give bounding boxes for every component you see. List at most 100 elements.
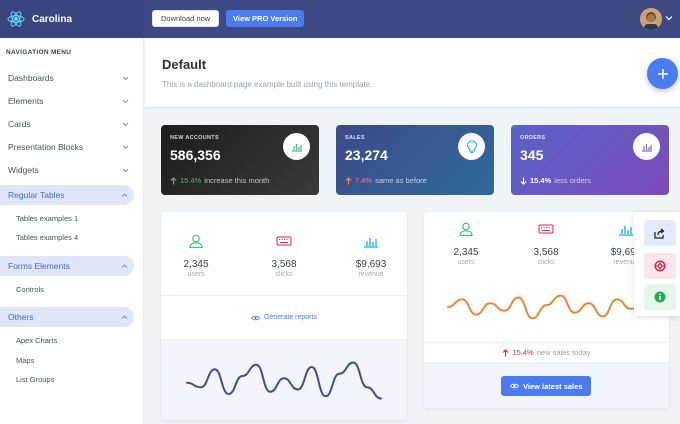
view-latest-sales-button[interactable]: View latest sales bbox=[501, 376, 592, 396]
info-icon bbox=[654, 291, 666, 303]
stat-footer: 7.4% same as before bbox=[345, 176, 427, 185]
metric-users: 2,345 users bbox=[436, 222, 496, 266]
sidebar-subitem-tables-4[interactable]: Tables examples 4 bbox=[16, 233, 79, 242]
metric-value: 2,345 bbox=[453, 247, 479, 258]
bar-chart-icon bbox=[364, 238, 378, 248]
stat-delta-text: increase this month bbox=[204, 176, 270, 185]
sidebar-subitem-tables-1[interactable]: Tables examples 1 bbox=[16, 214, 79, 223]
eye-icon bbox=[510, 383, 519, 389]
sidebar-item-label: Cards bbox=[8, 119, 31, 129]
metric-revenue: $9,693 revenue bbox=[341, 234, 401, 278]
keyboard-icon bbox=[538, 224, 554, 234]
sidebar-item-cards[interactable]: Cards bbox=[0, 114, 144, 134]
sidebar-subitem-maps[interactable]: Maps bbox=[16, 356, 35, 365]
sidebar-item-elements[interactable]: Elements bbox=[0, 91, 144, 111]
sidebar-item-widgets[interactable]: Widgets bbox=[0, 160, 144, 180]
metric-caption: users bbox=[187, 271, 205, 278]
user-avatar[interactable] bbox=[640, 8, 662, 30]
sparkline-area bbox=[161, 339, 407, 420]
metric-value: 3,568 bbox=[271, 259, 297, 270]
stat-footer: 15.4% less orders bbox=[520, 176, 591, 185]
floating-action-panel bbox=[634, 212, 680, 316]
stat-value: 23,274 bbox=[345, 147, 388, 163]
add-button[interactable] bbox=[647, 58, 678, 89]
sidebar-item-label: Widgets bbox=[8, 165, 39, 175]
support-button[interactable] bbox=[644, 253, 676, 279]
view-latest-sales-label: View latest sales bbox=[523, 381, 583, 391]
chevron-up-icon bbox=[121, 315, 128, 319]
share-button[interactable] bbox=[644, 220, 676, 246]
share-icon bbox=[654, 228, 665, 239]
metric-value: $9,693 bbox=[355, 259, 387, 270]
metric-value: 3,568 bbox=[533, 247, 559, 258]
card-footer: View latest sales bbox=[424, 362, 669, 408]
generate-reports-link[interactable]: Generate reports bbox=[161, 295, 407, 339]
stat-card-sales: SALES 23,274 7.4% same as before bbox=[336, 125, 494, 195]
user-icon bbox=[189, 234, 203, 249]
stat-delta: 7.4% bbox=[355, 176, 373, 185]
eye-icon bbox=[251, 315, 261, 320]
chevron-up-icon bbox=[121, 193, 128, 197]
stat-label: ORDERS bbox=[520, 135, 546, 141]
metric-caption: revenue bbox=[358, 271, 384, 278]
sidebar-item-label: Regular Tables bbox=[8, 190, 65, 200]
chevron-down-icon bbox=[122, 168, 129, 173]
plus-icon bbox=[657, 68, 668, 79]
chevron-down-icon bbox=[122, 122, 129, 127]
stat-delta-text: less orders bbox=[554, 176, 591, 185]
chevron-down-icon bbox=[122, 145, 129, 150]
arrow-up-icon bbox=[170, 176, 177, 184]
bar-chart-icon bbox=[633, 133, 660, 160]
stat-label: NEW ACCOUNTS bbox=[170, 135, 219, 141]
page-title: Default bbox=[162, 57, 207, 72]
metric-users: 2,345 users bbox=[166, 234, 226, 278]
arrow-down-icon bbox=[520, 177, 527, 185]
sidebar-item-label: Forms Elements bbox=[8, 261, 70, 271]
brand[interactable]: Carolina bbox=[0, 0, 144, 38]
lightbulb-icon bbox=[458, 133, 485, 160]
sidebar-item-label: Elements bbox=[8, 96, 44, 106]
metrics-card-reports: 2,345 users 3,568 clicks $9,693 revenue … bbox=[161, 212, 407, 420]
stat-label: SALES bbox=[345, 135, 365, 141]
sidebar-subitem-apex-charts[interactable]: Apex Charts bbox=[16, 336, 58, 345]
metric-value: 2,345 bbox=[183, 259, 209, 270]
sales-note-text: new sales today bbox=[536, 348, 591, 357]
metric-clicks: 3,568 clicks bbox=[254, 234, 314, 278]
sidebar-item-label: Presentation Blocks bbox=[8, 142, 84, 152]
download-now-button[interactable]: Download now bbox=[152, 10, 220, 27]
sidebar-item-label: Dashboards bbox=[8, 73, 54, 83]
stat-delta-text: same as before bbox=[375, 176, 427, 185]
metric-caption: clicks bbox=[275, 271, 293, 278]
view-pro-button[interactable]: View PRO Version bbox=[226, 10, 305, 27]
sparkline-series bbox=[186, 361, 382, 400]
page-subtitle: This is a dashboard page example built u… bbox=[162, 80, 373, 89]
new-sales-note: 15.4% new sales today bbox=[424, 342, 669, 362]
info-button[interactable] bbox=[644, 284, 676, 310]
user-icon bbox=[459, 222, 473, 237]
stat-footer: 15.4% increase this month bbox=[170, 176, 269, 185]
stat-delta: 15.4% bbox=[180, 176, 202, 185]
sidebar-item-presentation-blocks[interactable]: Presentation Blocks bbox=[0, 137, 144, 157]
metric-caption: clicks bbox=[537, 259, 555, 266]
metric-caption: revenue bbox=[613, 259, 639, 266]
sidebar-item-dashboards[interactable]: Dashboards bbox=[0, 68, 144, 88]
sidebar-item-regular-tables[interactable]: Regular Tables bbox=[0, 185, 134, 205]
bar-chart-icon bbox=[619, 226, 633, 236]
sparkline-chart bbox=[447, 294, 646, 320]
sparkline-series bbox=[447, 294, 646, 320]
nav-heading: NAVIGATION MENU bbox=[6, 49, 72, 56]
arrow-up-icon bbox=[345, 176, 352, 184]
bar-chart-icon bbox=[283, 133, 310, 160]
sidebar-item-forms-elements[interactable]: Forms Elements bbox=[0, 256, 134, 276]
lifebuoy-icon bbox=[654, 260, 666, 272]
react-logo-icon bbox=[6, 9, 26, 29]
arrow-up-icon bbox=[503, 348, 509, 356]
chevron-down-icon bbox=[122, 99, 129, 104]
sidebar-item-others[interactable]: Others bbox=[0, 307, 134, 327]
page-header: Default This is a dashboard page example… bbox=[145, 38, 680, 108]
keyboard-icon bbox=[276, 236, 292, 246]
chevron-down-icon[interactable] bbox=[665, 14, 673, 22]
metric-caption: users bbox=[457, 259, 475, 266]
sidebar-subitem-list-groups[interactable]: List Groups bbox=[16, 375, 55, 384]
sidebar-subitem-controls[interactable]: Controls bbox=[16, 285, 44, 294]
